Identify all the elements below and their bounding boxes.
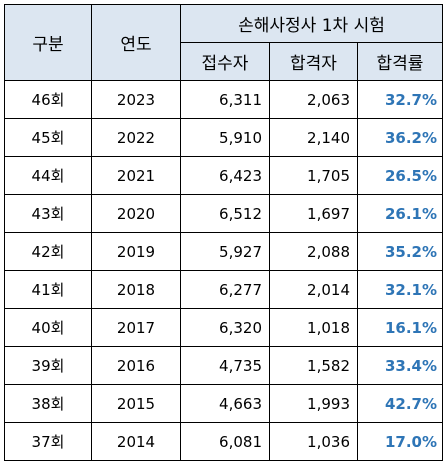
cell-applicants: 6,423 — [180, 156, 270, 195]
cell-pass-rate: 35.2% — [357, 232, 443, 271]
table-body: 46회 2023 6,311 2,063 32.7% 45회 2022 5,910 2,140 3… — [4, 80, 443, 461]
cell-pass-rate: 17.0% — [357, 422, 443, 461]
cell-year: 2014 — [91, 422, 181, 461]
cell-year: 2020 — [91, 194, 181, 233]
cell-passers: 2,140 — [269, 118, 358, 157]
cell-year: 2017 — [91, 308, 181, 347]
cell-round: 46회 — [4, 80, 92, 119]
cell-pass-rate: 42.7% — [357, 384, 443, 423]
cell-round: 45회 — [4, 118, 92, 157]
table-row: 41회 2018 6,277 2,014 32.1% — [4, 270, 443, 309]
table-row: 42회 2019 5,927 2,088 35.2% — [4, 232, 443, 271]
cell-pass-rate: 26.5% — [357, 156, 443, 195]
cell-applicants: 6,081 — [180, 422, 270, 461]
cell-year: 2019 — [91, 232, 181, 271]
cell-passers: 1,036 — [269, 422, 358, 461]
cell-passers: 2,088 — [269, 232, 358, 271]
cell-round: 37회 — [4, 422, 92, 461]
cell-passers: 2,063 — [269, 80, 358, 119]
cell-applicants: 4,735 — [180, 346, 270, 385]
exam-stats-sheet: 구분 연도 손해사정사 1차 시험 접수자 합격자 합격률 46회 2023 6,3… — [4, 4, 443, 461]
cell-round: 43회 — [4, 194, 92, 233]
header-year: 연도 — [91, 4, 181, 81]
cell-pass-rate: 16.1% — [357, 308, 443, 347]
cell-round: 39회 — [4, 346, 92, 385]
table-row: 45회 2022 5,910 2,140 36.2% — [4, 118, 443, 157]
cell-passers: 1,018 — [269, 308, 358, 347]
cell-round: 38회 — [4, 384, 92, 423]
cell-passers: 1,993 — [269, 384, 358, 423]
cell-applicants: 4,663 — [180, 384, 270, 423]
cell-round: 41회 — [4, 270, 92, 309]
cell-applicants: 5,927 — [180, 232, 270, 271]
table-row: 38회 2015 4,663 1,993 42.7% — [4, 384, 443, 423]
header-category: 구분 — [4, 4, 92, 81]
cell-round: 44회 — [4, 156, 92, 195]
cell-applicants: 6,311 — [180, 80, 270, 119]
cell-year: 2018 — [91, 270, 181, 309]
cell-applicants: 6,512 — [180, 194, 270, 233]
cell-round: 42회 — [4, 232, 92, 271]
cell-year: 2015 — [91, 384, 181, 423]
header-exam-group: 손해사정사 1차 시험 — [180, 4, 443, 43]
cell-pass-rate: 32.1% — [357, 270, 443, 309]
cell-pass-rate: 36.2% — [357, 118, 443, 157]
cell-year: 2021 — [91, 156, 181, 195]
exam-stats-table: 구분 연도 손해사정사 1차 시험 접수자 합격자 합격률 46회 2023 6,3… — [4, 4, 443, 461]
cell-passers: 1,705 — [269, 156, 358, 195]
cell-year: 2022 — [91, 118, 181, 157]
cell-applicants: 6,277 — [180, 270, 270, 309]
header-applicants: 접수자 — [180, 42, 270, 81]
cell-pass-rate: 33.4% — [357, 346, 443, 385]
cell-pass-rate: 32.7% — [357, 80, 443, 119]
header-pass-rate: 합격률 — [357, 42, 443, 81]
cell-applicants: 5,910 — [180, 118, 270, 157]
cell-passers: 1,697 — [269, 194, 358, 233]
header-passers: 합격자 — [269, 42, 358, 81]
cell-applicants: 6,320 — [180, 308, 270, 347]
cell-pass-rate: 26.1% — [357, 194, 443, 233]
cell-year: 2016 — [91, 346, 181, 385]
cell-passers: 2,014 — [269, 270, 358, 309]
table-row: 37회 2014 6,081 1,036 17.0% — [4, 422, 443, 461]
cell-passers: 1,582 — [269, 346, 358, 385]
table-row: 44회 2021 6,423 1,705 26.5% — [4, 156, 443, 195]
table-row: 40회 2017 6,320 1,018 16.1% — [4, 308, 443, 347]
table-row: 43회 2020 6,512 1,697 26.1% — [4, 194, 443, 233]
cell-round: 40회 — [4, 308, 92, 347]
table-row: 46회 2023 6,311 2,063 32.7% — [4, 80, 443, 119]
table-row: 39회 2016 4,735 1,582 33.4% — [4, 346, 443, 385]
cell-year: 2023 — [91, 80, 181, 119]
